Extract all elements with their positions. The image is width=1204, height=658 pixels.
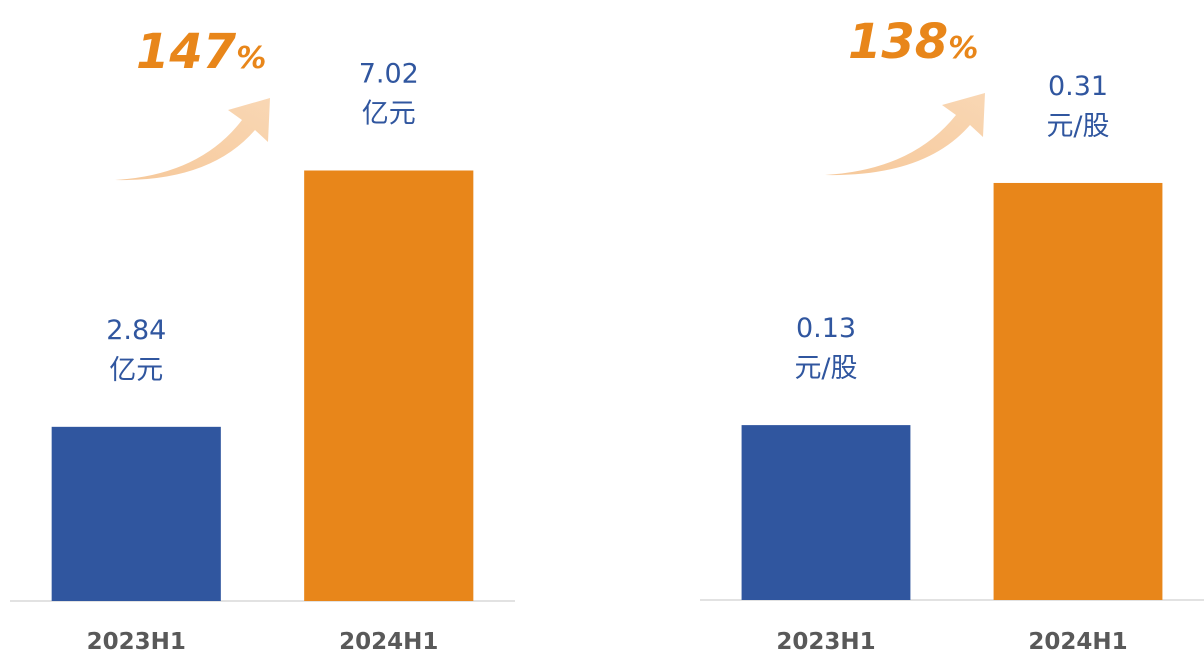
bar (741, 425, 911, 600)
growth-unit: % (948, 31, 978, 66)
growth-arrow (115, 98, 270, 181)
growth-annotation: 138% (848, 14, 978, 70)
value-label: 0.31 (1048, 71, 1108, 102)
x-tick-label: 2024H1 (339, 629, 438, 655)
bar (993, 182, 1163, 600)
growth-value: 147 (136, 24, 237, 80)
growth-annotation: 147% (136, 24, 266, 80)
value-label: 0.13 (796, 313, 856, 344)
unit-label: 元/股 (1046, 111, 1109, 142)
unit-label: 元/股 (794, 353, 857, 384)
growth-unit: % (236, 41, 266, 76)
bar (51, 426, 221, 601)
growth-arrow (825, 93, 985, 176)
unit-label: 亿元 (109, 355, 163, 386)
bar (304, 170, 474, 601)
x-tick-label: 2024H1 (1028, 629, 1127, 655)
value-label: 7.02 (359, 58, 419, 89)
x-tick-label: 2023H1 (87, 629, 186, 655)
growth-value: 138 (848, 14, 948, 70)
x-tick-label: 2023H1 (776, 629, 875, 655)
unit-label: 亿元 (362, 98, 416, 129)
value-label: 2.84 (106, 315, 166, 346)
